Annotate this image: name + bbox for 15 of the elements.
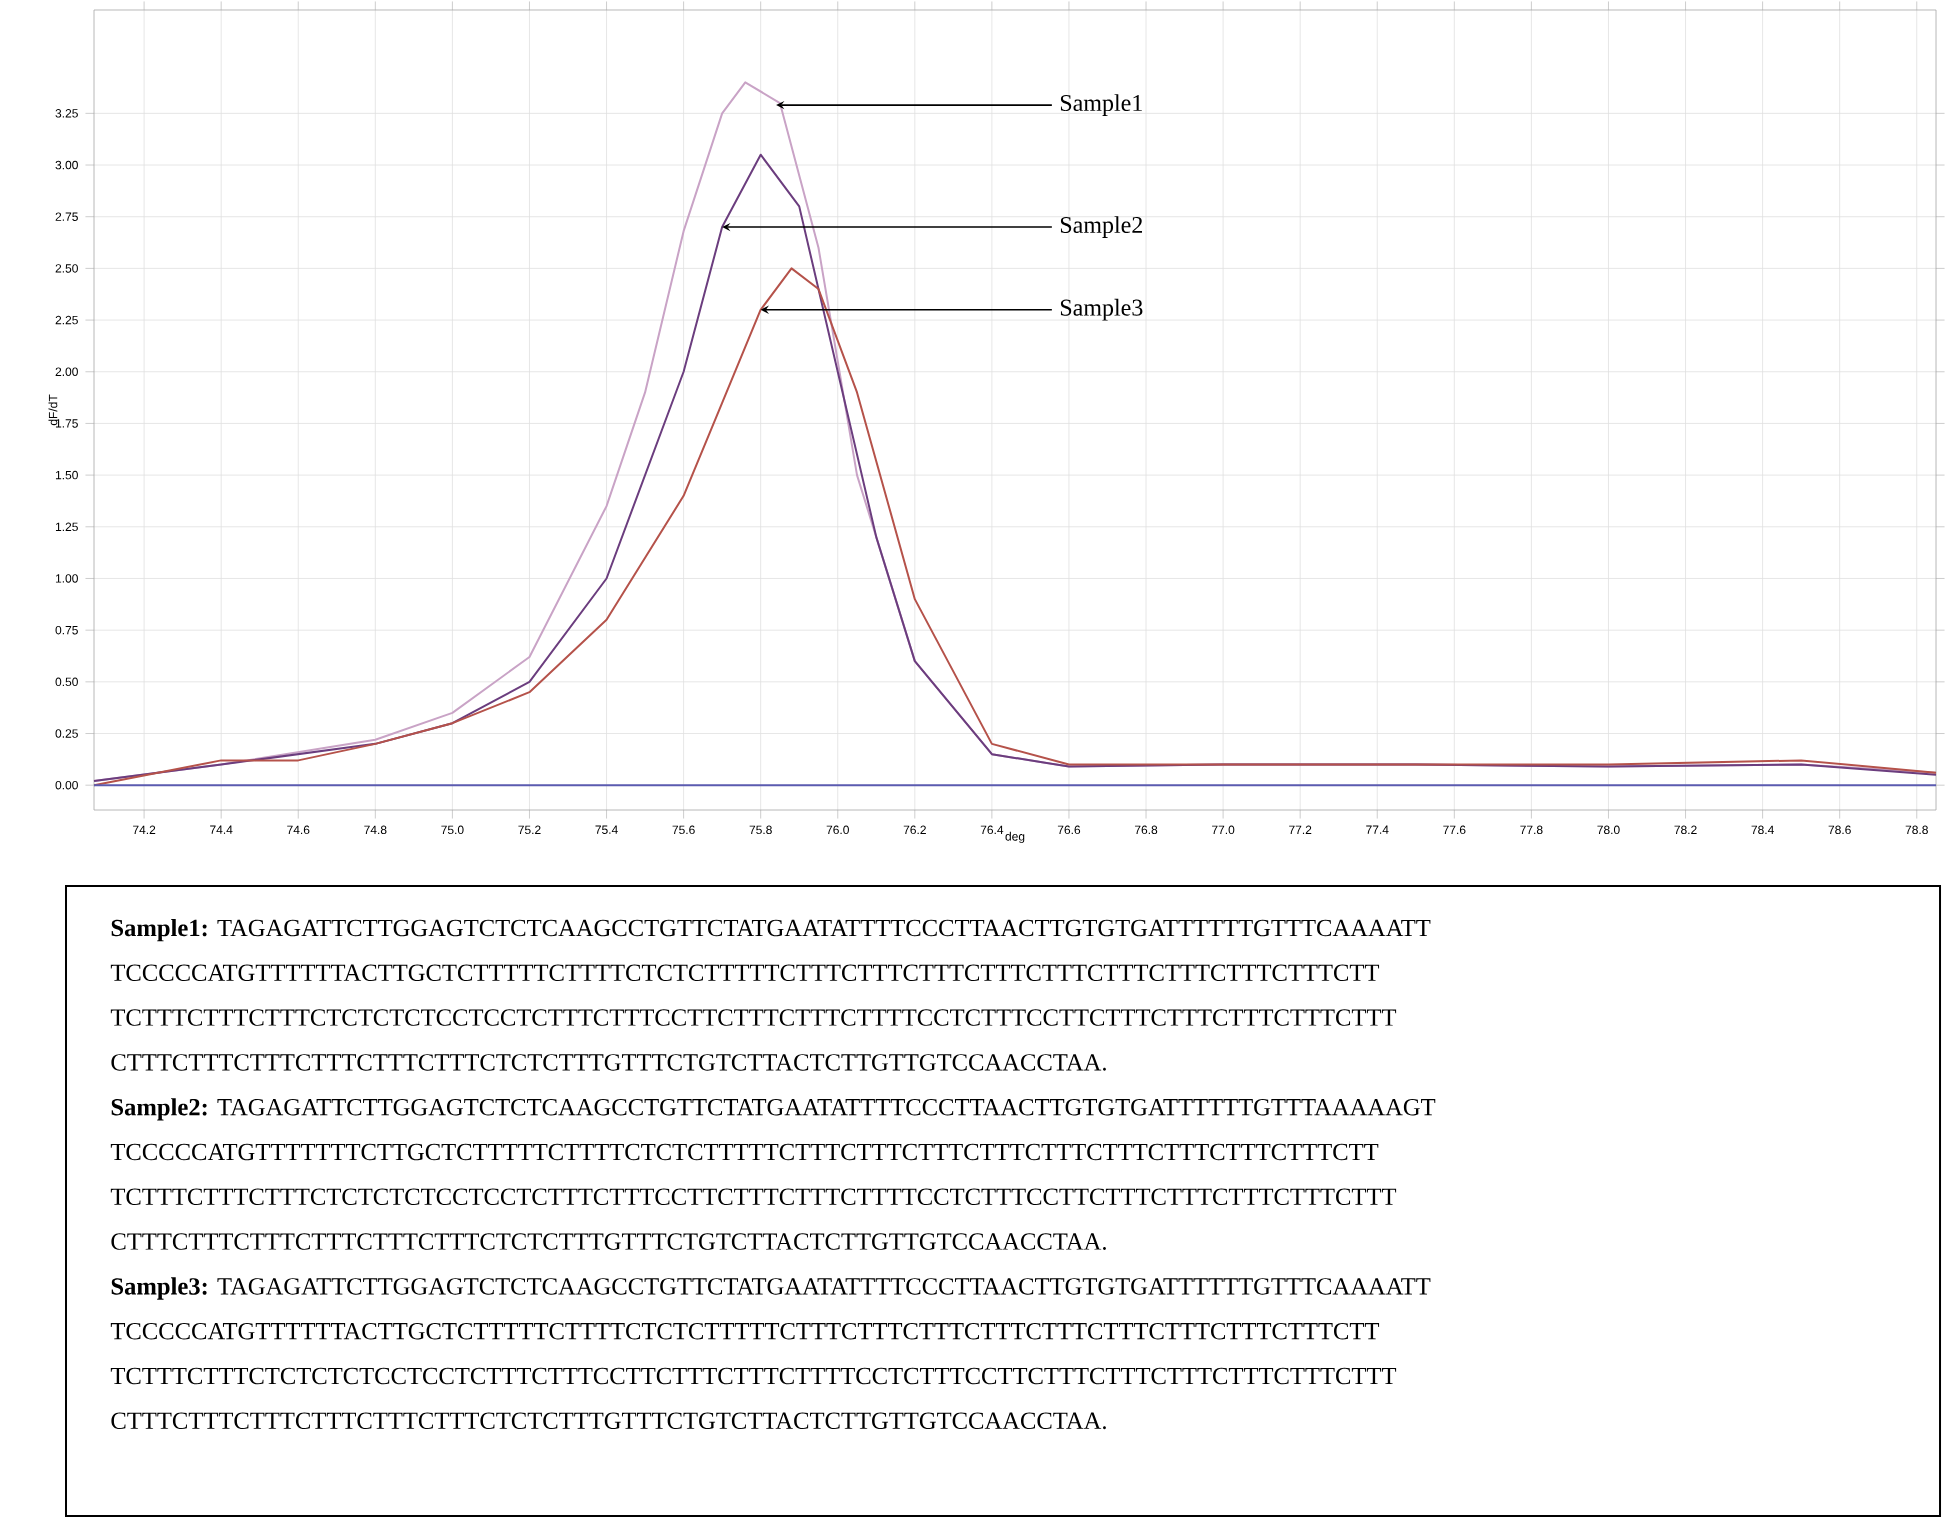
text: TCTTTCTTTCTTTCTCTCTCTCCTCCTCTTTCTTTCCTTCTTTCTTTCTTTTCCTCTTTCCTTCTTTCTTTCTTTCTTTCTTT <box>110 1188 1397 1206</box>
text: TCCCCCATGTTTTTTACTTGCTCTTTTTCTTTTCTCTCTTTTTCTTTCTTTCTTTCTTTCTTTCTTTCTTTCTTTCTTTCTT <box>110 964 1380 982</box>
text: TCCCCCATGTTTTTTACTTGCTCTTTTTCTTTTCTCTCTTTTTCTTTCTTTCTTTCTTTCTTTCTTTCTTTCTTTCTTTCTT <box>110 1322 1380 1340</box>
text: Sample2: TAGAGATTCTTGGAGTCTCTCAAGCCTGTTCTATGAATATTTTCCCTTAACTTGTGTGATTTTTTGTTTAAAAAGT <box>111 1098 1436 1121</box>
annotation: Sample2 <box>1060 216 1142 238</box>
text: TCTTTCTTTCTTTCTCTCTCTCCTCCTCTTTCTTTCCTTCTTTCTTTCTTTTCCTCTTTCCTTCTTTCTTTCTTTCTTTCTTT <box>110 1009 1397 1026</box>
text: CTTTCTTTCTTTCTTTCTTTCTTTCTCTCTTTGTTTCTGTCTTACTCTTGTTGTCCAACCTAA. <box>111 1054 1106 1071</box>
text: TCTTTCTTTCTCTCTCTCCTCCTCTTTCTTTCCTTCTTTCTTTCTTTTCCTCTTTCCTTCTTTCTTTCTTTCTTTCTTTCTTT <box>110 1367 1397 1385</box>
text: CTTTCTTTCTTTCTTTCTTTCTTTCTCTCTTTGTTTCTGTCTTACTCTTGTTGTCCAACCTAA. <box>111 1233 1106 1250</box>
text: CTTTCTTTCTTTCTTTCTTTCTTTCTCTCTTTGTTTCTGTCTTACTCTTGTTGTCCAACCTAA. <box>111 1412 1106 1430</box>
annotation: Sample3 <box>1060 298 1143 321</box>
text: Sample3: TAGAGATTCTTGGAGTCTCTCAAGCCTGTTCTATGAATATTTTCCCTTAACTTGTGTGATTTTTTGTTTCAAAATT <box>111 1277 1431 1300</box>
text: TCCCCCATGTTTTTTTCTTGCTCTTTTTCTTTTCTCTCTTTTTCTTTCTTTCTTTCTTTCTTTCTTTCTTTCTTTCTTTCTT <box>110 1143 1379 1161</box>
annotation: Sample1 <box>1060 94 1142 116</box>
text: Sample1: TAGAGATTCTTGGAGTCTCTCAAGCCTGTTCTATGAATATTTTCCCTTAACTTGTGTGATTTTTTGTTTCAAAATT <box>111 918 1431 942</box>
